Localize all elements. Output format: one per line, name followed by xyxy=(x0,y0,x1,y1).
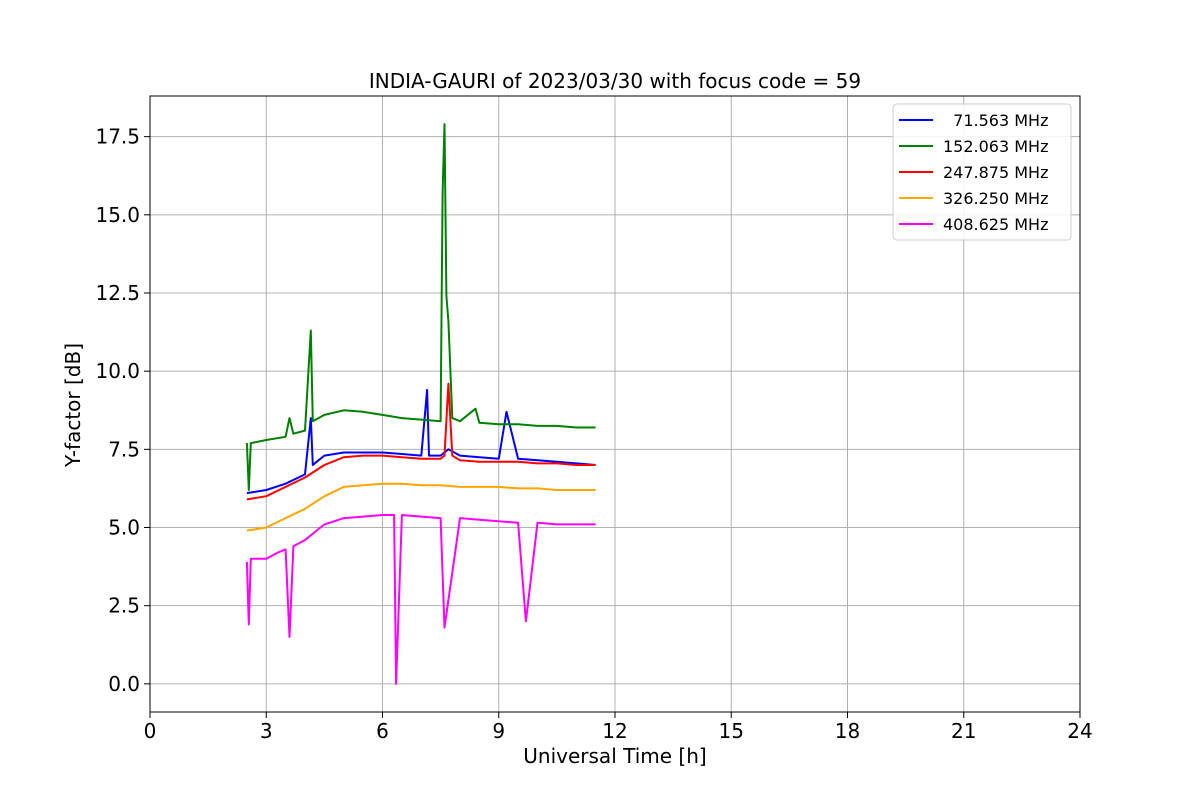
x-tick-label: 24 xyxy=(1067,719,1092,743)
x-tick-label: 9 xyxy=(492,719,505,743)
y-tick-label: 15.0 xyxy=(95,203,140,227)
legend-label: 326.250 MHz xyxy=(943,189,1048,208)
y-tick-label: 5.0 xyxy=(108,516,140,540)
y-tick-label: 10.0 xyxy=(95,359,140,383)
x-tick-label: 15 xyxy=(719,719,744,743)
legend: 71.563 MHz 152.063 MHz 247.875 MHz 326.250 … xyxy=(892,103,1072,241)
legend-label: 152.063 MHz xyxy=(943,137,1048,156)
series-line-1 xyxy=(246,388,596,495)
legend-label: 408.625 MHz xyxy=(943,215,1048,234)
x-axis: 0 3 6 9 12 15 18 21 24 xyxy=(144,712,1093,743)
series-lines xyxy=(245,123,596,685)
series-line-2 xyxy=(245,123,596,491)
chart-title: INDIA-GAURI of 2023/03/30 with focus cod… xyxy=(369,69,861,93)
x-tick-label: 0 xyxy=(144,719,157,743)
legend-label: 71.563 MHz xyxy=(943,111,1048,130)
x-tick-label: 3 xyxy=(260,719,273,743)
y-tick-label: 0.0 xyxy=(108,672,140,696)
x-tick-label: 18 xyxy=(835,719,860,743)
y-axis: 0.0 2.5 5.0 7.5 10.0 12.5 15.0 17.5 xyxy=(95,125,150,696)
x-tick-label: 12 xyxy=(602,719,627,743)
series-line-5 xyxy=(245,514,596,685)
y-tick-label: 7.5 xyxy=(108,437,140,461)
legend-box xyxy=(892,103,1072,241)
legend-label: 247.875 MHz xyxy=(943,163,1048,182)
y-tick-label: 12.5 xyxy=(95,281,140,305)
y-axis-label: Y-factor [dB] xyxy=(61,343,85,468)
y-tick-label: 2.5 xyxy=(108,594,140,618)
series-line-4 xyxy=(246,482,596,532)
x-axis-label: Universal Time [h] xyxy=(523,744,706,768)
x-tick-label: 6 xyxy=(376,719,389,743)
x-tick-label: 21 xyxy=(951,719,976,743)
series-line-3 xyxy=(246,382,596,501)
y-tick-label: 17.5 xyxy=(95,125,140,149)
